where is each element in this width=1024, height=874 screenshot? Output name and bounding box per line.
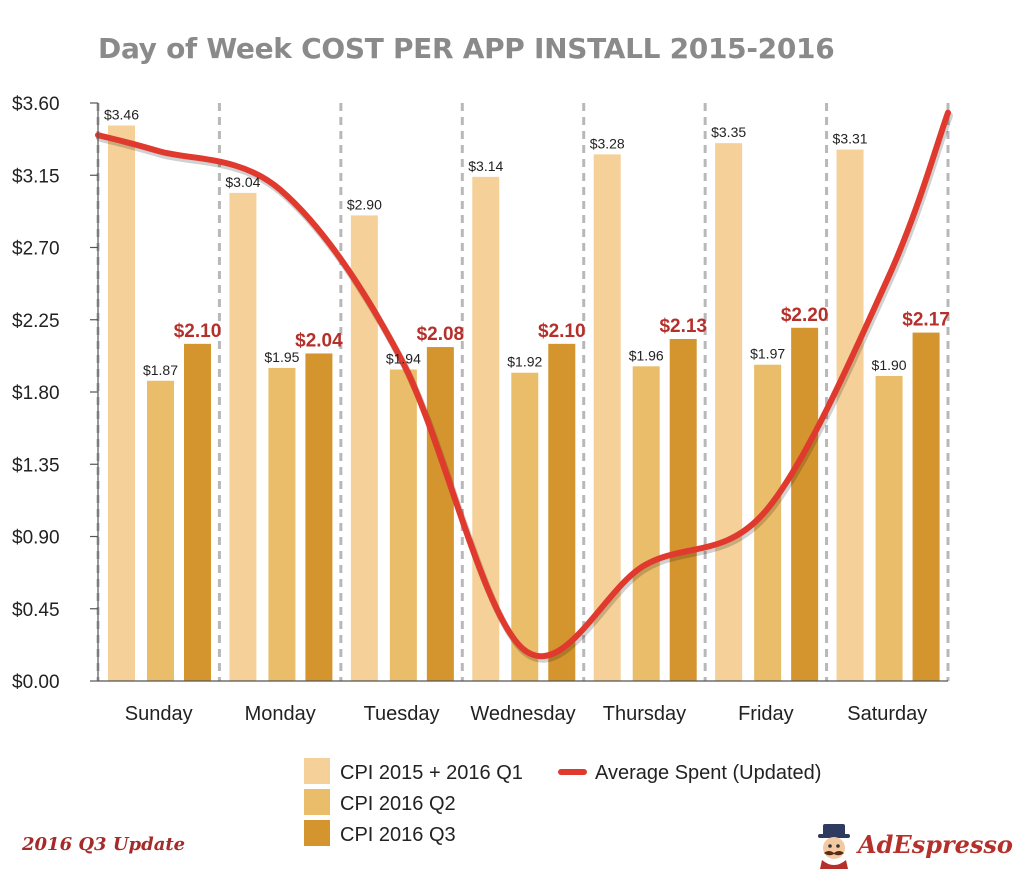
bar [875, 375, 903, 681]
chart-title: Day of Week COST PER APP INSTALL 2015-20… [98, 32, 835, 65]
legend-swatch [304, 758, 330, 784]
x-tick-label: Wednesday [470, 703, 575, 725]
x-tick-label: Sunday [125, 703, 193, 725]
data-labels: $3.46 $3.04 $2.90 $3.14 $3.28 $3.35 $3.31 $1.87… [104, 106, 950, 377]
legend: CPI 2015 + 2016 Q1 CPI 2016 Q2 CPI 2016 Q3… [304, 758, 821, 846]
bar [715, 143, 743, 681]
bar [472, 176, 500, 681]
bar-series [108, 125, 940, 682]
data-label: $2.08 [417, 324, 465, 345]
legend-swatch [304, 789, 330, 815]
data-label: $1.94 [386, 351, 421, 367]
line-series [95, 109, 953, 663]
average-spent-line [95, 109, 951, 660]
data-label: $3.46 [104, 106, 139, 122]
data-label: $3.31 [833, 131, 868, 147]
y-tick-label: $1.80 [12, 383, 60, 404]
bar [108, 125, 135, 681]
data-label: $2.04 [295, 330, 343, 351]
y-tick-label: $0.00 [12, 672, 60, 693]
y-tick-label: $2.70 [12, 239, 60, 260]
y-tick-label: $0.90 [12, 528, 60, 549]
data-label: $2.20 [781, 305, 829, 326]
x-tick-label: Saturday [847, 703, 927, 725]
legend-swatch [304, 820, 330, 846]
bar [791, 327, 819, 681]
legend-label: CPI 2016 Q2 [340, 793, 456, 815]
bar [669, 339, 697, 681]
data-label: $2.10 [174, 321, 222, 342]
data-label: $1.90 [872, 357, 907, 373]
data-label: $2.10 [538, 321, 586, 342]
x-tick-label: Tuesday [364, 703, 440, 725]
data-label: $2.17 [902, 310, 950, 331]
data-label: $1.87 [143, 362, 178, 378]
y-tick-label: $3.15 [12, 166, 60, 187]
bar [268, 367, 296, 681]
legend-label: CPI 2015 + 2016 Q1 [340, 762, 523, 784]
brand-name: AdEspresso [858, 830, 1013, 859]
y-tick-label: $2.25 [12, 311, 60, 332]
bar [184, 343, 211, 681]
x-tick-label: Friday [738, 703, 794, 725]
bar [511, 372, 539, 681]
bar [836, 149, 864, 682]
legend-label: CPI 2016 Q3 [340, 824, 456, 846]
bar [229, 192, 257, 681]
data-label: $1.95 [264, 349, 299, 365]
bar [389, 369, 417, 681]
data-label: $1.92 [507, 354, 542, 370]
axes: $0.00 $0.45 $0.90 $1.35 $1.80 $2.25 $2.70 $3.15… [12, 94, 948, 725]
y-tick-label: $1.35 [12, 455, 60, 476]
mascot-logo-icon [818, 824, 850, 869]
data-label: $3.28 [590, 135, 625, 151]
bar [548, 343, 576, 681]
data-label: $2.13 [659, 316, 707, 337]
legend-label: Average Spent (Updated) [595, 762, 821, 784]
bar [632, 366, 660, 681]
bar [912, 332, 940, 681]
y-tick-label: $3.60 [12, 94, 60, 115]
data-label: $1.97 [750, 346, 785, 362]
x-tick-label: Thursday [603, 703, 686, 725]
bar [147, 380, 174, 681]
data-label: $3.04 [225, 174, 260, 190]
y-tick-label: $0.45 [12, 600, 60, 621]
data-label: $1.96 [629, 347, 664, 363]
x-tick-label: Monday [245, 703, 316, 725]
update-note: 2016 Q3 Update [22, 834, 186, 855]
bar [754, 364, 782, 681]
bar [426, 347, 454, 681]
data-label: $3.14 [468, 158, 503, 174]
data-label: $3.35 [711, 124, 746, 140]
brand-logo: AdEspresso [812, 822, 1013, 870]
bar [305, 353, 333, 681]
data-label: $2.90 [347, 196, 382, 212]
